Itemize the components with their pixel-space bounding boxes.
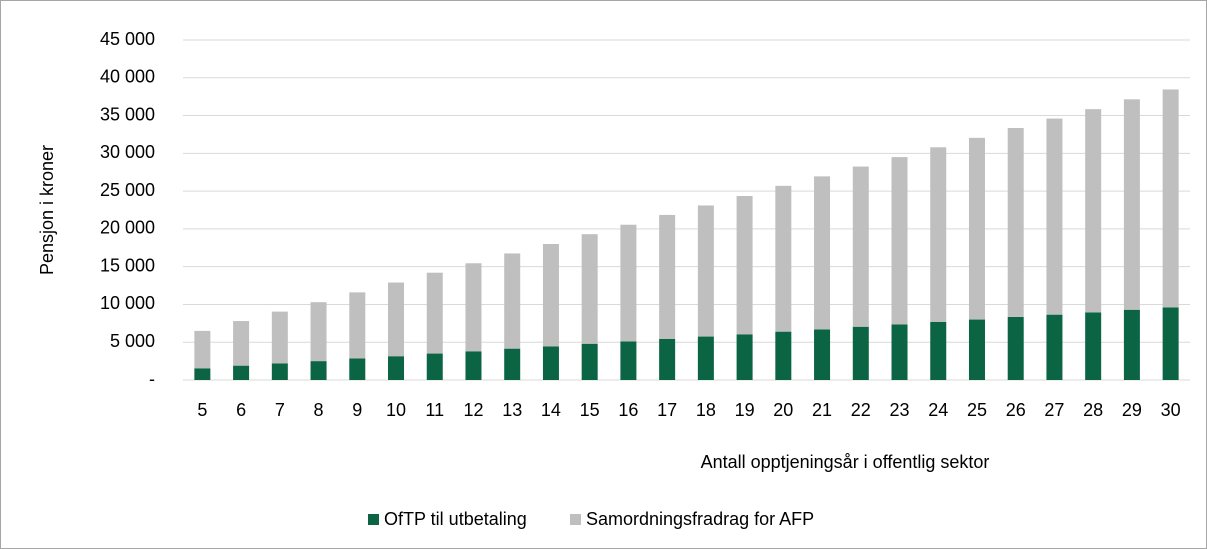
y-tick-label: 5 000 <box>110 331 155 351</box>
y-tick-label: 20 000 <box>100 218 155 238</box>
bar-segment <box>1162 89 1179 308</box>
x-tick-label: 21 <box>812 400 832 420</box>
x-tick-label: 14 <box>541 400 561 420</box>
bar-segment <box>349 292 366 359</box>
bar-segment <box>891 324 908 380</box>
bar-segment <box>388 282 405 357</box>
bar-segment <box>504 253 521 349</box>
y-tick-label: 40 000 <box>100 67 155 87</box>
y-axis-title: Pensjon i kroner <box>37 145 57 275</box>
x-tick-label: 12 <box>463 400 483 420</box>
x-tick-label: 22 <box>851 400 871 420</box>
x-axis-title: Antall opptjeningsår i offentlig sektor <box>701 452 990 472</box>
x-tick-label: 28 <box>1083 400 1103 420</box>
bar-segment <box>310 302 327 362</box>
bar-segment <box>736 196 753 335</box>
bar-segment <box>271 311 288 364</box>
bar-segment <box>1007 316 1024 380</box>
bar-segment <box>814 176 831 330</box>
bar-segment <box>233 321 250 366</box>
bar-segment <box>659 214 676 339</box>
y-tick-label: 35 000 <box>100 104 155 124</box>
bar-segment <box>1046 118 1063 315</box>
bar-segment <box>930 321 947 380</box>
bar-segment <box>426 272 443 354</box>
bar-segment <box>814 329 831 380</box>
x-tick-label: 9 <box>352 400 362 420</box>
bar-segment <box>1123 309 1140 380</box>
bar-segment <box>310 361 327 380</box>
bar-segment <box>930 147 947 322</box>
bar-segment <box>736 334 753 380</box>
bar-segment <box>891 157 908 325</box>
bar-segment <box>581 343 598 380</box>
bar-segment <box>852 166 869 327</box>
y-tick-label: 10 000 <box>100 293 155 313</box>
bar-segment <box>465 263 482 352</box>
x-tick-label: 17 <box>657 400 677 420</box>
bar-segment <box>349 358 366 380</box>
bar-segment <box>504 348 521 380</box>
bar-segment <box>697 336 714 380</box>
bar-segment <box>194 330 211 369</box>
y-tick-label: 30 000 <box>100 142 155 162</box>
bar-segment <box>968 319 985 380</box>
bar-segment <box>1085 312 1102 380</box>
legend-label: OfTP til utbetaling <box>384 509 527 529</box>
bar-segment <box>542 244 559 347</box>
bar-segment <box>388 356 405 380</box>
bar-segment <box>233 365 250 380</box>
x-tick-label: 10 <box>386 400 406 420</box>
x-tick-label: 11 <box>425 400 444 420</box>
bar-segment <box>271 363 288 380</box>
legend-swatch <box>570 514 581 525</box>
x-tick-label: 27 <box>1044 400 1064 420</box>
x-tick-label: 29 <box>1122 400 1142 420</box>
x-tick-label: 30 <box>1161 400 1181 420</box>
y-tick-label: 15 000 <box>100 255 155 275</box>
x-tick-label: 25 <box>967 400 987 420</box>
bar-segment <box>852 326 869 380</box>
bar-segment <box>1123 99 1140 310</box>
bar-segment <box>426 353 443 380</box>
bar-segment <box>542 346 559 380</box>
x-tick-label: 20 <box>773 400 793 420</box>
x-tick-label: 7 <box>275 400 285 420</box>
legend-swatch <box>368 514 379 525</box>
bar-segment <box>194 368 211 380</box>
x-tick-label: 16 <box>618 400 638 420</box>
bar-segment <box>465 351 482 380</box>
bar-segment <box>620 341 637 380</box>
bar-segment <box>775 185 792 332</box>
x-tick-label: 15 <box>580 400 600 420</box>
x-tick-label: 26 <box>1006 400 1026 420</box>
bar-segment <box>1046 314 1063 380</box>
y-tick-label: 45 000 <box>100 29 155 49</box>
legend-label: Samordningsfradrag for AFP <box>586 509 814 529</box>
x-tick-label: 23 <box>890 400 910 420</box>
x-tick-label: 6 <box>236 400 246 420</box>
x-tick-label: 19 <box>735 400 755 420</box>
x-tick-label: 18 <box>696 400 716 420</box>
bar-segment <box>697 205 714 337</box>
bar-segment <box>581 234 598 344</box>
x-tick-label: 13 <box>502 400 522 420</box>
bar-segment <box>775 331 792 380</box>
bar-segment <box>1007 128 1024 317</box>
bar-segment <box>1162 307 1179 380</box>
x-tick-label: 24 <box>928 400 948 420</box>
bar-segment <box>968 137 985 320</box>
bar-segment <box>620 224 637 342</box>
bar-segment <box>1085 109 1102 313</box>
x-tick-label: 5 <box>197 400 207 420</box>
bar-segment <box>659 338 676 380</box>
y-tick-label: - <box>149 369 155 389</box>
y-tick-label: 25 000 <box>100 180 155 200</box>
x-tick-label: 8 <box>314 400 324 420</box>
